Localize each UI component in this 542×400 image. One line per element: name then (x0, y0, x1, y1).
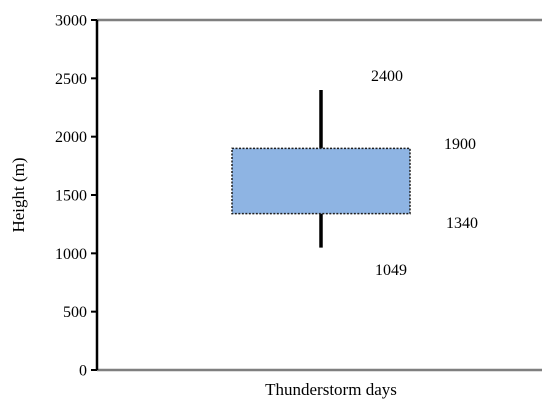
y-tick-label: 1000 (55, 246, 87, 263)
max-value-label: 2400 (371, 68, 403, 85)
y-tick-label: 1500 (55, 188, 87, 205)
box-plot (231, 90, 411, 248)
y-tick-label: 0 (79, 363, 87, 380)
y-axis-ticks: 0 500 1000 1500 2000 2500 3000 (55, 13, 97, 380)
y-tick-label: 2000 (55, 129, 87, 146)
y-axis-label: Height (m) (9, 157, 28, 232)
interquartile-box (231, 147, 411, 215)
q1-value-label: 1340 (446, 215, 478, 232)
x-axis-label: Thunderstorm days (265, 380, 397, 399)
min-value-label: 1049 (375, 262, 407, 279)
y-tick-label: 500 (63, 304, 87, 321)
y-tick-label: 3000 (55, 13, 87, 30)
y-tick-label: 2500 (55, 71, 87, 88)
q3-value-label: 1900 (444, 136, 476, 153)
